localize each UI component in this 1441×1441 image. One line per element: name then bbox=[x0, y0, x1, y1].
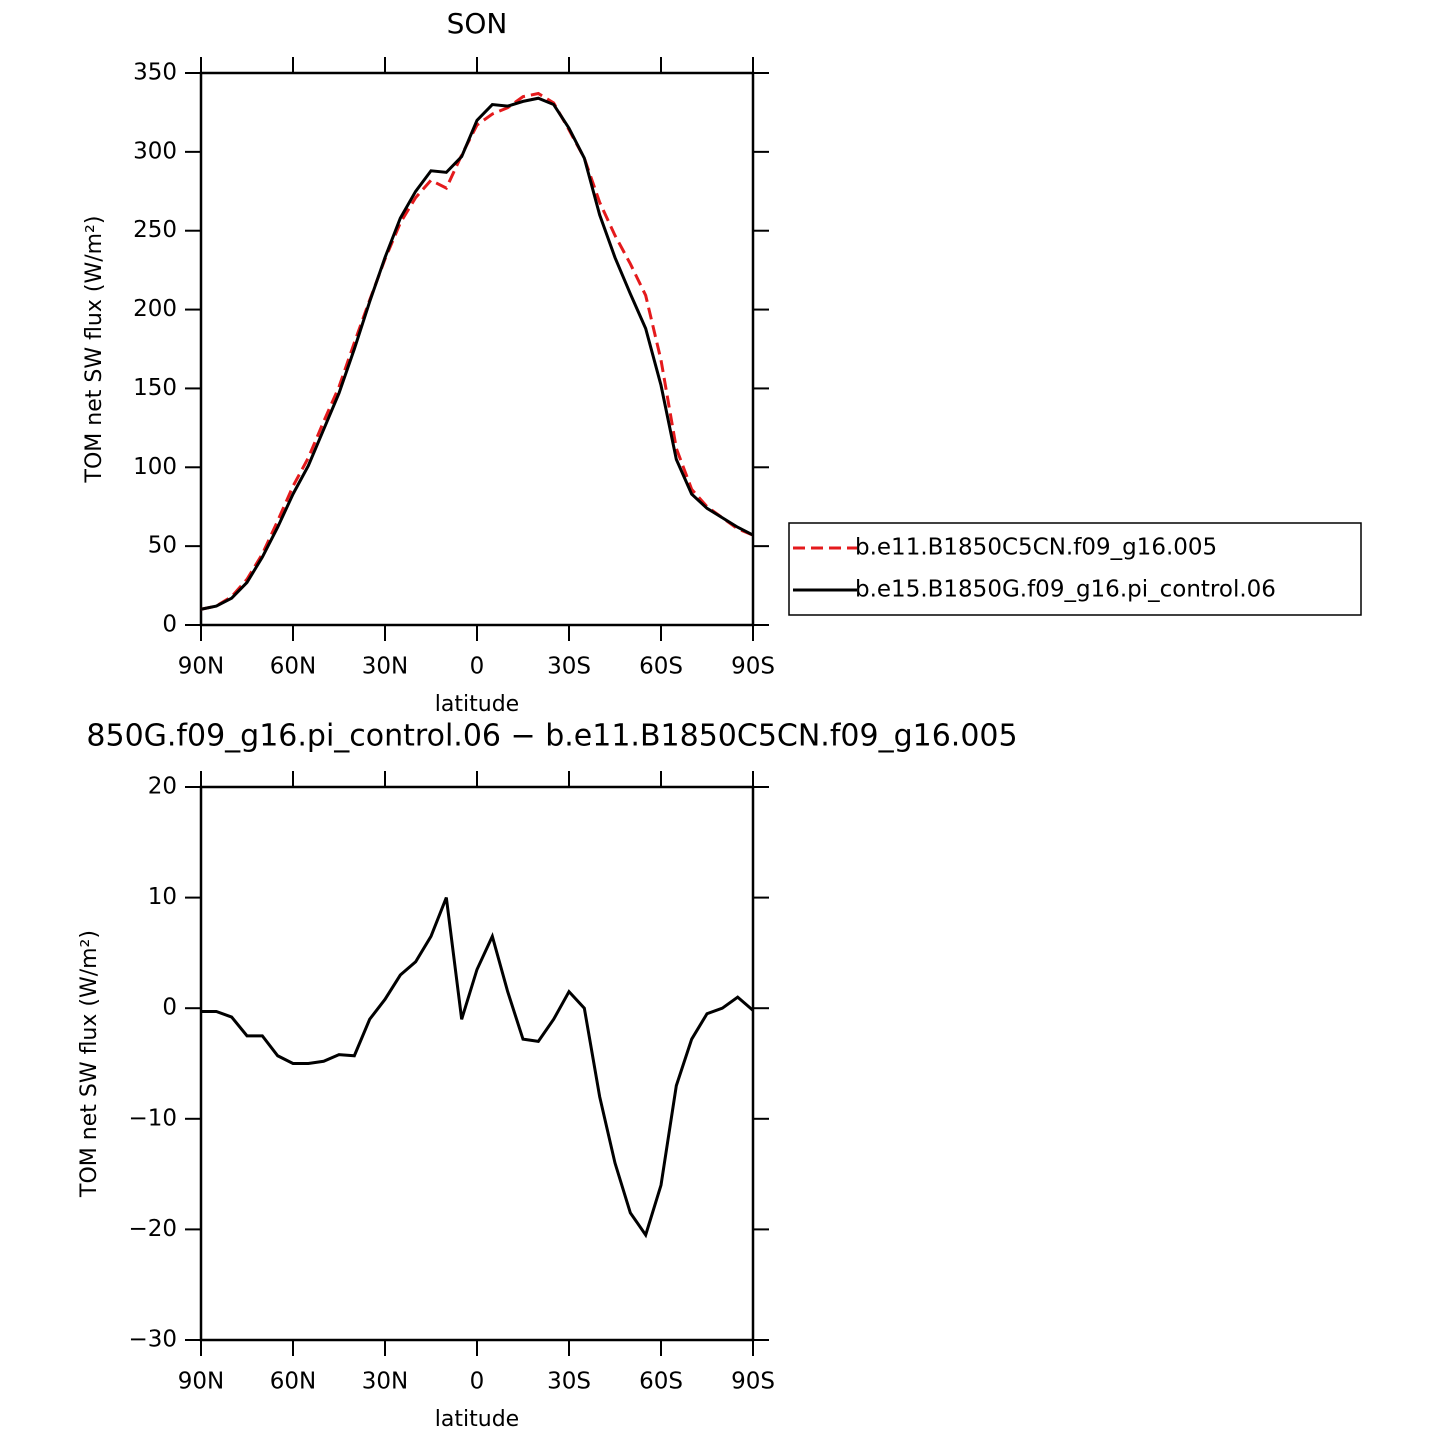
x-tick-label: 90N bbox=[178, 1369, 224, 1395]
x-tick-label: 90S bbox=[731, 654, 775, 680]
y-tick-label: 10 bbox=[148, 884, 177, 910]
data-line bbox=[200, 96, 754, 611]
y-axis-label: TOM net SW flux (W/m²) bbox=[77, 930, 102, 1198]
data-line bbox=[200, 91, 754, 611]
x-axis-label: latitude bbox=[435, 1407, 519, 1432]
x-tick-label: 0 bbox=[470, 1369, 485, 1395]
x-tick-label: 30N bbox=[362, 1369, 408, 1395]
y-tick-label: 350 bbox=[133, 60, 177, 86]
y-tick-label: 100 bbox=[133, 454, 177, 480]
x-tick-label: 0 bbox=[470, 654, 485, 680]
x-tick-label: 90N bbox=[178, 654, 224, 680]
y-tick-label: −10 bbox=[128, 1105, 177, 1131]
chart-title: SON bbox=[447, 7, 508, 40]
x-tick-label: 60S bbox=[639, 654, 683, 680]
x-axis-label: latitude bbox=[435, 692, 519, 717]
y-tick-label: 50 bbox=[148, 533, 177, 559]
y-tick-label: 250 bbox=[133, 217, 177, 243]
y-tick-label: 300 bbox=[133, 138, 177, 164]
y-tick-label: 150 bbox=[133, 375, 177, 401]
x-tick-label: 60S bbox=[639, 1369, 683, 1395]
y-axis-label: TOM net SW flux (W/m²) bbox=[82, 216, 107, 484]
y-tick-label: 0 bbox=[162, 995, 177, 1021]
chart-title: 850G.f09_g16.pi_control.06 − b.e11.B1850… bbox=[86, 719, 1017, 754]
y-tick-label: 200 bbox=[133, 296, 177, 322]
x-tick-label: 30N bbox=[362, 654, 408, 680]
plot-frame bbox=[199, 785, 755, 1342]
legend-label: b.e11.B1850C5CN.f09_g16.005 bbox=[855, 535, 1217, 561]
legend-box bbox=[788, 522, 1362, 616]
y-tick-label: 20 bbox=[148, 774, 177, 800]
x-tick-label: 30S bbox=[547, 1369, 591, 1395]
x-tick-label: 90S bbox=[731, 1369, 775, 1395]
plot-frame bbox=[199, 71, 755, 627]
x-tick-label: 30S bbox=[547, 654, 591, 680]
y-tick-label: −20 bbox=[128, 1216, 177, 1242]
data-line bbox=[201, 897, 754, 1239]
y-tick-label: −30 bbox=[128, 1327, 177, 1353]
x-tick-label: 60N bbox=[270, 1369, 316, 1395]
legend-label: b.e15.B1850G.f09_g16.pi_control.06 bbox=[855, 577, 1276, 603]
x-tick-label: 60N bbox=[270, 654, 316, 680]
y-tick-label: 0 bbox=[162, 612, 177, 638]
